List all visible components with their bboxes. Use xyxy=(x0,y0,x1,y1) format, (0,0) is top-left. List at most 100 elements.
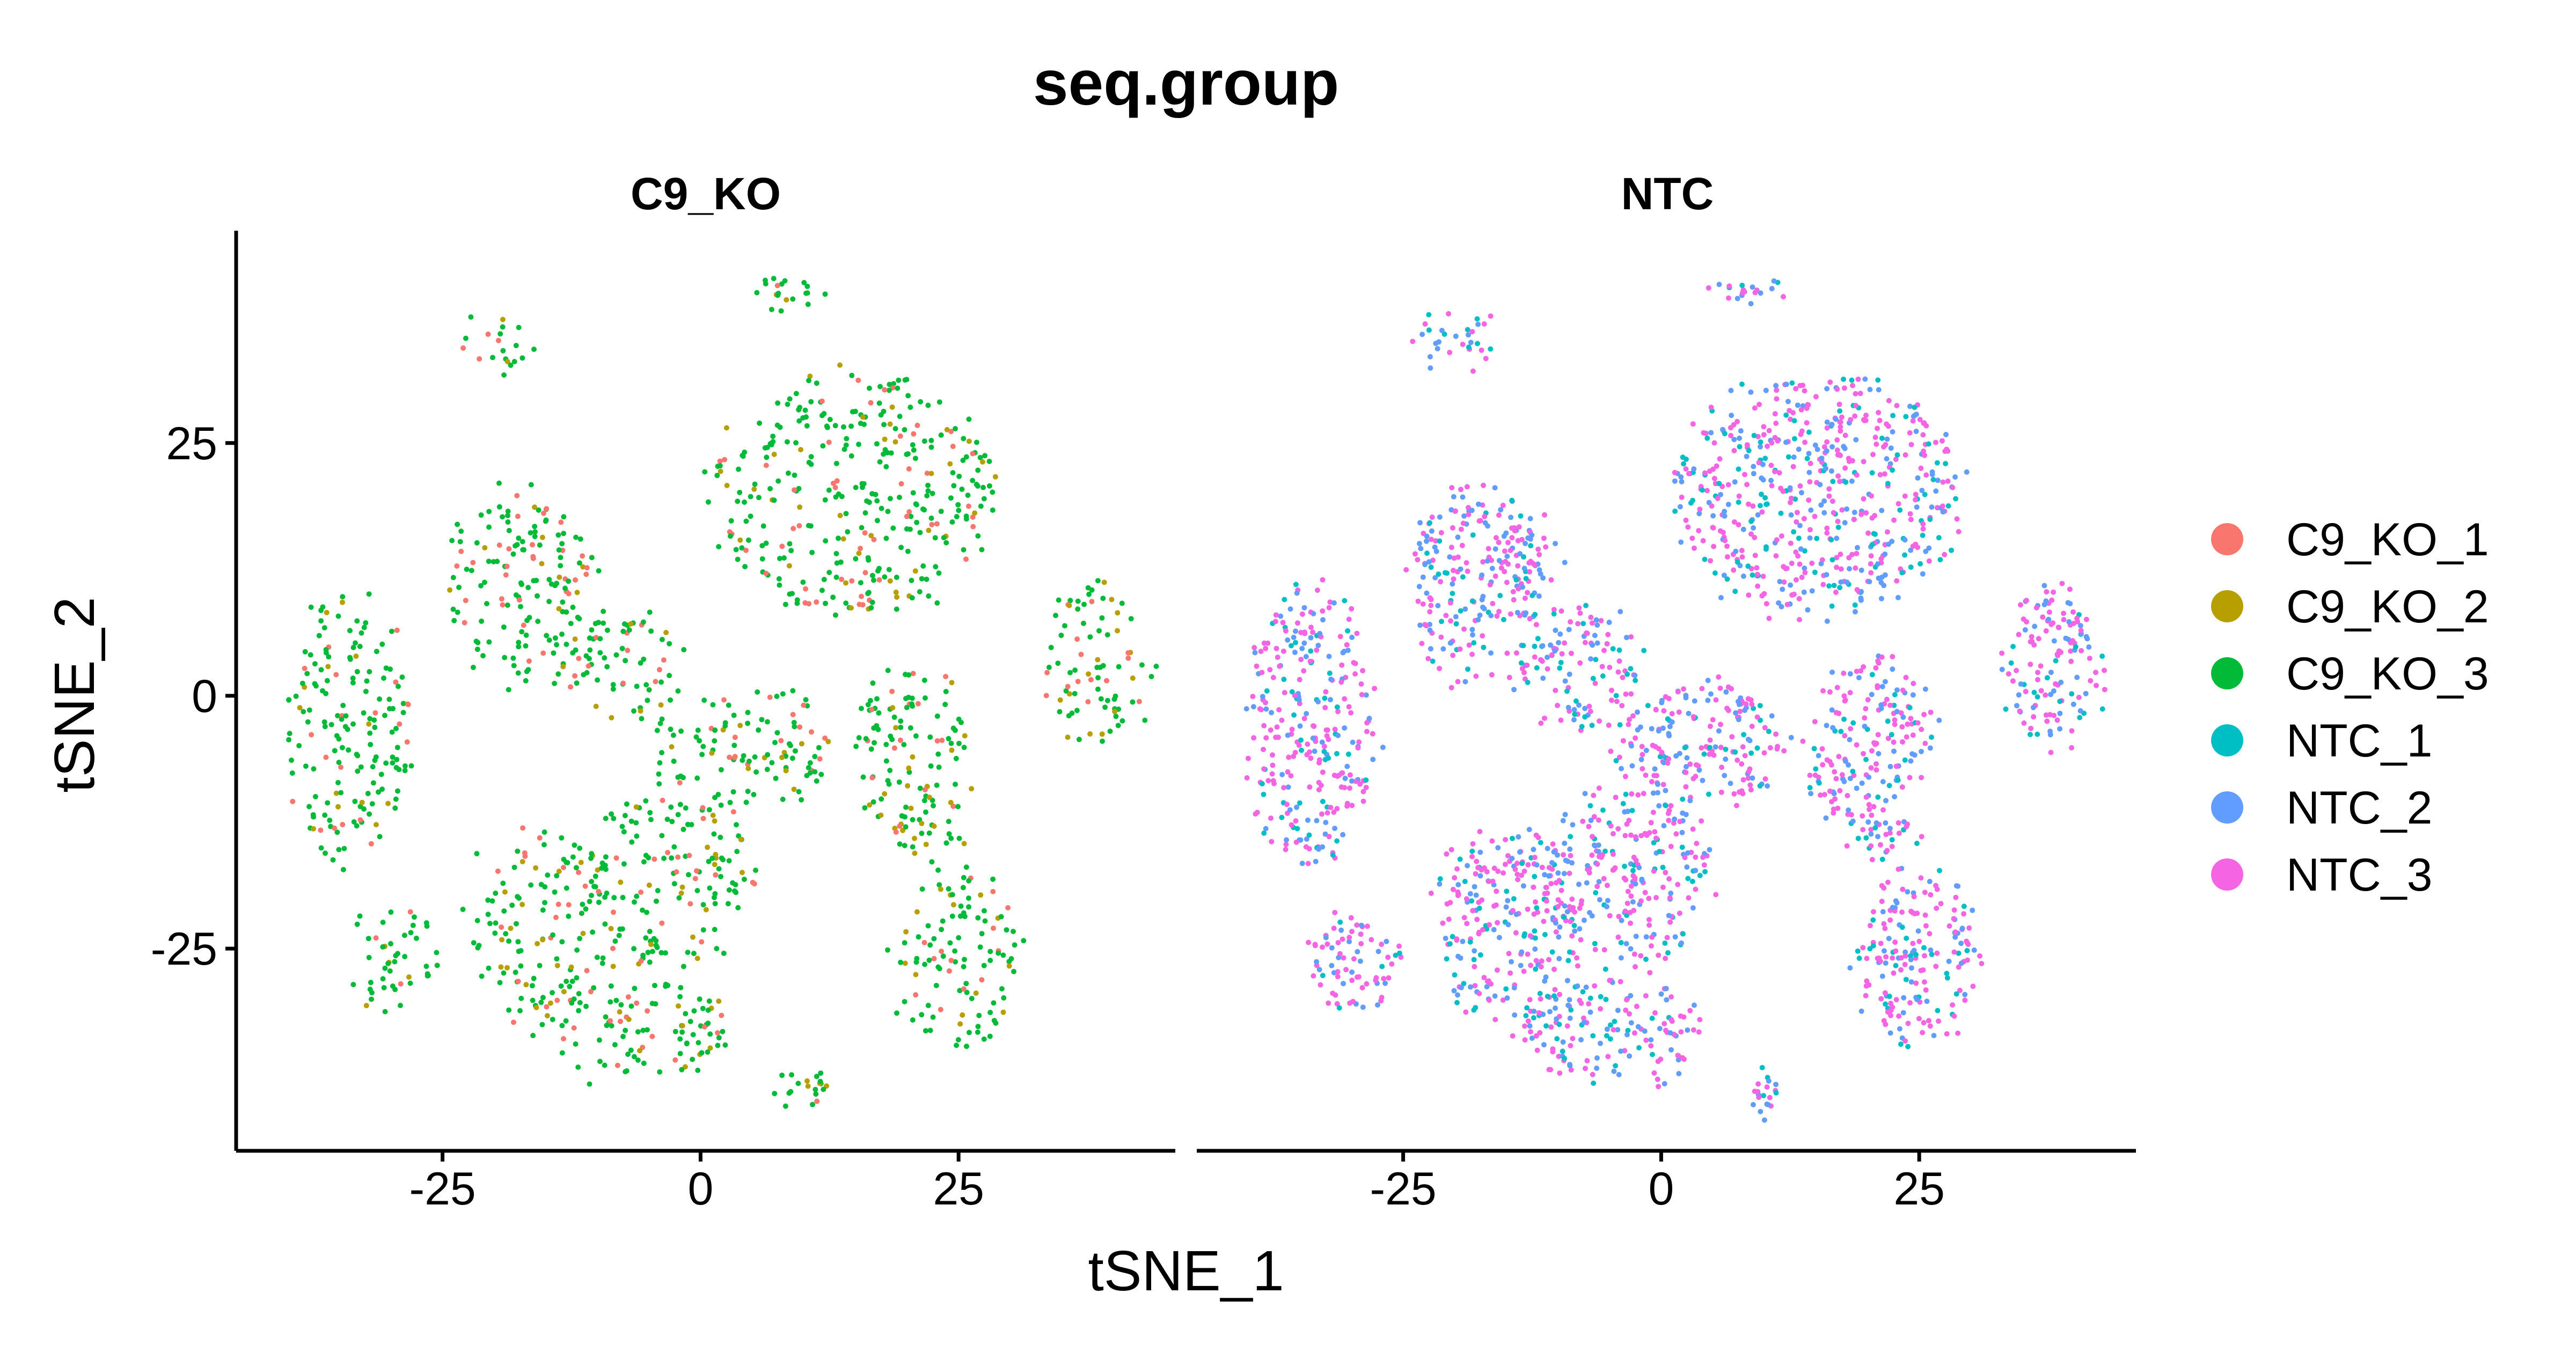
data-point xyxy=(1561,871,1567,877)
data-point xyxy=(1592,633,1598,638)
data-point xyxy=(1629,791,1635,797)
data-point xyxy=(965,503,971,509)
data-point xyxy=(577,536,583,542)
data-point xyxy=(929,521,935,527)
data-point xyxy=(1533,1033,1539,1039)
data-point xyxy=(1881,948,1887,954)
data-point xyxy=(1684,764,1689,769)
data-point xyxy=(1752,553,1758,559)
data-point xyxy=(1778,510,1784,516)
data-point xyxy=(1618,955,1624,961)
data-point xyxy=(1714,463,1719,469)
data-point xyxy=(1962,991,1968,997)
data-point xyxy=(1687,761,1693,767)
data-point xyxy=(1725,482,1731,488)
data-point xyxy=(364,678,370,684)
data-point xyxy=(1913,497,1919,503)
data-point xyxy=(1773,731,1779,737)
data-point xyxy=(1971,947,1977,953)
data-point xyxy=(1923,472,1929,478)
data-point xyxy=(1336,773,1342,778)
data-point xyxy=(681,647,687,652)
data-point xyxy=(1893,457,1899,462)
data-point xyxy=(679,1029,685,1035)
data-point xyxy=(1507,970,1513,976)
data-point xyxy=(1593,890,1599,895)
data-point xyxy=(1312,748,1318,754)
data-point xyxy=(891,714,897,720)
data-point xyxy=(858,421,863,427)
data-point xyxy=(1516,834,1521,840)
data-point xyxy=(1892,692,1898,697)
data-point xyxy=(521,547,526,553)
data-point xyxy=(647,959,653,965)
data-point xyxy=(1450,934,1455,939)
data-point xyxy=(647,810,653,815)
data-point xyxy=(1558,717,1564,723)
data-point xyxy=(447,587,453,593)
data-point xyxy=(1775,744,1781,750)
data-point xyxy=(705,1049,711,1055)
data-point xyxy=(1659,750,1665,755)
data-point xyxy=(955,502,961,508)
data-point xyxy=(1672,934,1678,940)
data-point xyxy=(872,740,877,746)
data-point xyxy=(1958,940,1964,946)
data-point xyxy=(1448,685,1454,690)
data-point xyxy=(715,1030,720,1036)
data-point xyxy=(2028,662,2033,667)
data-point xyxy=(1757,703,1763,709)
data-point xyxy=(1592,680,1598,686)
data-point xyxy=(1455,992,1460,998)
data-point xyxy=(1838,428,1843,434)
data-point xyxy=(643,798,649,804)
data-point xyxy=(1653,835,1659,841)
data-point xyxy=(706,858,712,864)
data-point xyxy=(1834,437,1840,443)
data-point xyxy=(1358,922,1364,928)
data-point xyxy=(1332,726,1338,732)
data-point xyxy=(610,945,616,951)
data-point xyxy=(1529,593,1535,598)
data-point xyxy=(658,679,664,685)
data-point xyxy=(1699,686,1705,692)
data-point xyxy=(1056,597,1062,603)
data-point xyxy=(1919,726,1924,732)
data-point xyxy=(1790,464,1796,469)
data-point xyxy=(1798,546,1804,552)
data-point xyxy=(1737,435,1742,441)
data-point xyxy=(956,473,962,479)
data-point xyxy=(1320,577,1326,583)
data-point xyxy=(1297,677,1302,682)
data-point xyxy=(943,674,949,679)
data-point xyxy=(908,405,913,410)
data-point xyxy=(735,905,741,910)
data-point xyxy=(1444,956,1450,962)
data-point xyxy=(695,728,701,733)
data-point xyxy=(361,624,367,630)
data-point xyxy=(1556,956,1562,961)
data-point xyxy=(1657,1026,1663,1032)
data-point xyxy=(804,423,810,429)
data-point xyxy=(933,564,939,570)
data-point xyxy=(1465,327,1470,333)
data-point xyxy=(550,1017,555,1023)
data-point xyxy=(1130,675,1136,681)
data-point xyxy=(1927,745,1933,751)
data-point xyxy=(1878,940,1884,946)
data-point xyxy=(1923,548,1929,554)
data-point xyxy=(479,973,485,979)
data-point xyxy=(1920,571,1926,577)
data-point xyxy=(1647,970,1653,975)
data-point xyxy=(1933,883,1939,888)
data-point xyxy=(625,648,631,653)
data-point xyxy=(589,627,595,633)
data-point xyxy=(949,892,955,898)
data-point xyxy=(1250,704,1256,710)
data-point xyxy=(980,484,986,490)
data-point xyxy=(1087,634,1093,640)
data-point xyxy=(740,758,745,763)
data-point xyxy=(1562,560,1568,565)
data-point xyxy=(1289,643,1294,649)
data-point xyxy=(1582,791,1588,797)
